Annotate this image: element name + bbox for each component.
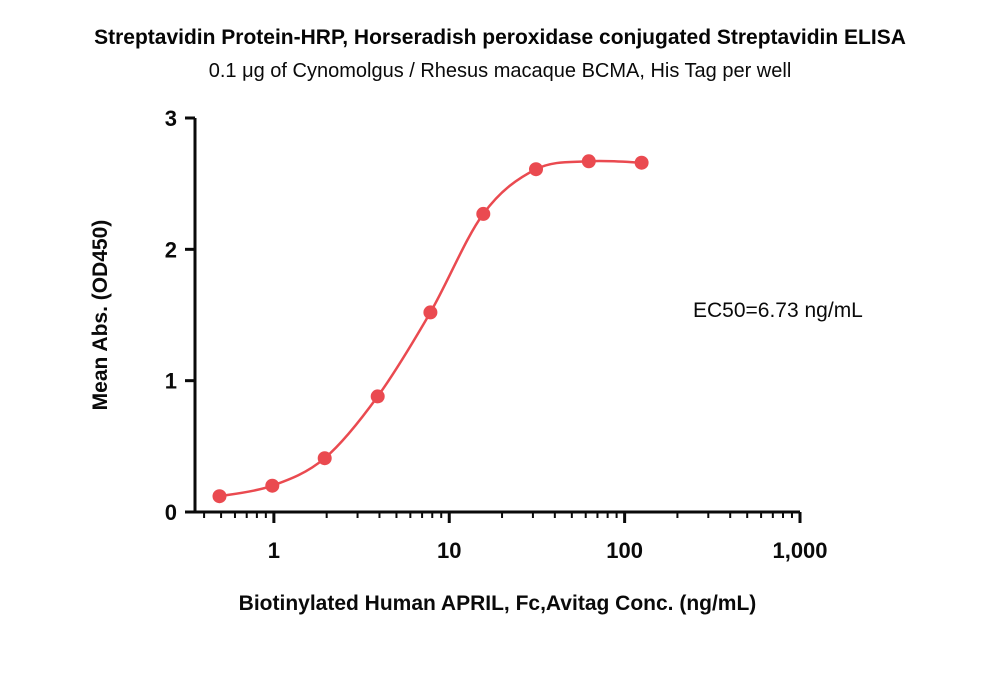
- data-point: [423, 305, 438, 320]
- y-tick-label: 1: [165, 369, 177, 394]
- x-tick-label: 100: [606, 538, 643, 563]
- y-axis-label: Mean Abs. (OD450): [89, 220, 112, 411]
- data-point: [317, 451, 332, 466]
- ec50-annotation: EC50=6.73 ng/mL: [693, 299, 863, 322]
- data-point: [529, 162, 543, 177]
- data-point: [265, 478, 280, 493]
- x-tick-label: 1,000: [772, 538, 827, 563]
- y-tick-label: 2: [165, 237, 177, 262]
- chart-subtitle: 0.1 μg of Cynomolgus / Rhesus macaque BC…: [208, 60, 792, 82]
- x-tick-label: 1: [268, 538, 280, 563]
- fit-curve: [219, 159, 642, 498]
- data-point: [581, 154, 596, 169]
- y-tick-label: 0: [165, 500, 177, 525]
- data-point: [634, 155, 649, 170]
- chart-title: Streptavidin Protein-HRP, Horseradish pe…: [94, 26, 906, 49]
- data-point: [370, 389, 385, 404]
- data-point: [212, 489, 227, 504]
- data-point: [476, 206, 491, 221]
- y-tick-label: 3: [165, 106, 177, 131]
- x-tick-label: 10: [437, 538, 461, 563]
- x-axis-label: Biotinylated Human APRIL, Fc,Avitag Conc…: [239, 592, 757, 615]
